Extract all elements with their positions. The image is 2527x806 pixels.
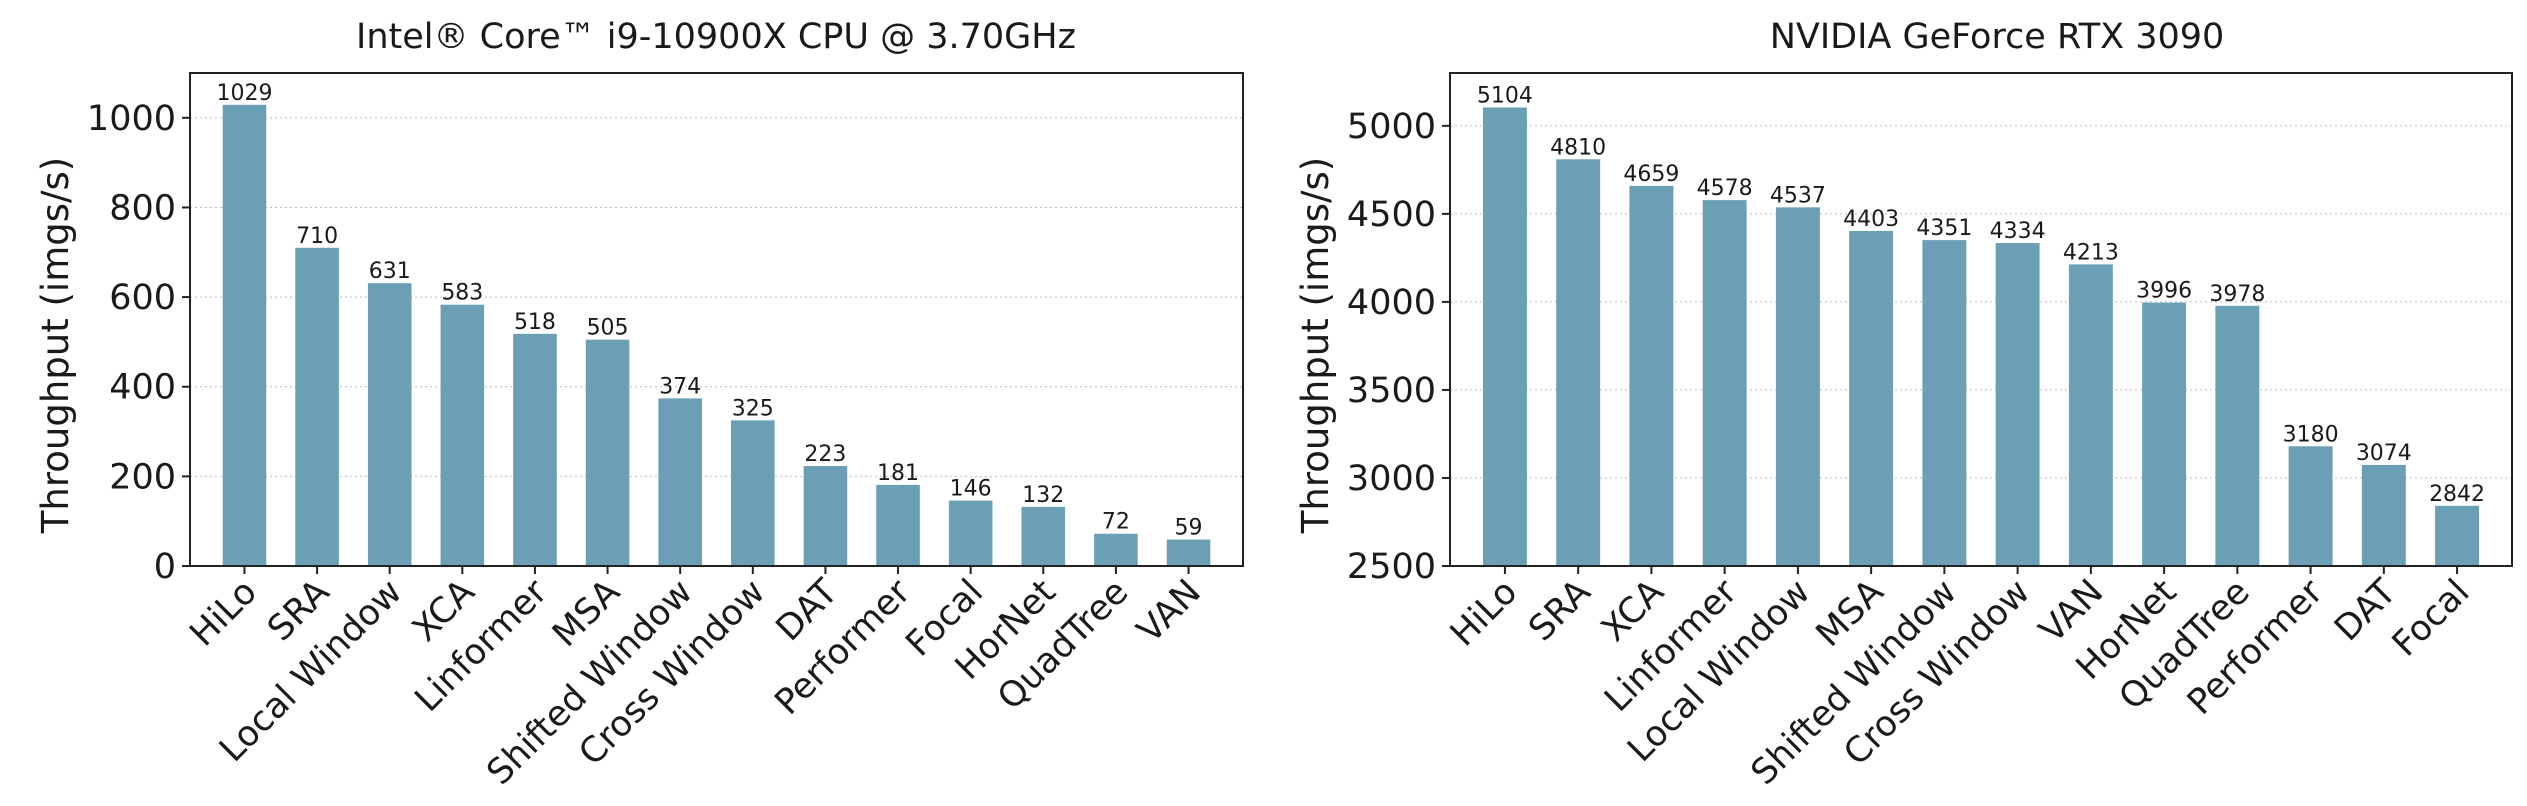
bar-value-label: 3074 xyxy=(2356,441,2412,466)
bar-value-label: 518 xyxy=(514,310,556,335)
bar xyxy=(658,398,702,566)
bar-value-label: 4351 xyxy=(1916,216,1972,241)
bar xyxy=(585,339,630,566)
bar xyxy=(2215,305,2260,566)
bar-value-label: 3978 xyxy=(2209,282,2265,307)
bar xyxy=(222,104,267,566)
bar-value-label: 374 xyxy=(659,374,701,399)
bar-value-label: 72 xyxy=(1102,510,1130,535)
x-tick-label: Focal xyxy=(2385,572,2477,664)
y-tick-label: 4500 xyxy=(1347,195,1436,235)
x-tick-label: SRA xyxy=(1521,572,1598,649)
x-tick-label: HiLo xyxy=(183,572,265,654)
y-tick-label: 2500 xyxy=(1347,547,1436,587)
bar xyxy=(1021,506,1066,566)
x-tick-label: Performer xyxy=(768,572,919,723)
bar-value-label: 4334 xyxy=(1990,219,2046,244)
bar xyxy=(1775,207,1820,566)
bar-value-label: 4537 xyxy=(1770,183,1826,208)
bar xyxy=(2288,446,2333,566)
y-tick-label: 400 xyxy=(109,368,176,408)
bar xyxy=(513,333,557,566)
y-tick-label: 3000 xyxy=(1347,459,1436,499)
x-tick-label: VAN xyxy=(1130,572,1209,651)
bar-value-label: 583 xyxy=(441,281,483,306)
bar xyxy=(1482,107,1527,566)
bar xyxy=(1629,185,1674,566)
bar xyxy=(803,466,848,566)
y-tick-label: 4000 xyxy=(1347,283,1436,323)
bar-value-label: 3180 xyxy=(2283,422,2339,447)
y-tick-label: 200 xyxy=(109,457,176,497)
bar-value-label: 4810 xyxy=(1550,135,1606,160)
y-axis-label: Throughput (imgs/s) xyxy=(1294,157,1337,534)
bar-value-label: 5104 xyxy=(1477,84,1533,109)
bar-value-label: 505 xyxy=(587,316,629,341)
bar-value-label: 4578 xyxy=(1697,176,1753,201)
chart-title: Intel® Core™ i9-10900X CPU @ 3.70GHz xyxy=(356,17,1076,57)
bar xyxy=(731,420,775,566)
bar xyxy=(2361,464,2406,566)
bar xyxy=(1094,533,1138,566)
cpu-throughput-chart: Intel® Core™ i9-10900X CPU @ 3.70GHz Thr… xyxy=(34,17,1244,793)
bar xyxy=(295,247,339,567)
chart-title: NVIDIA GeForce RTX 3090 xyxy=(1770,17,2225,57)
y-tick-label: 800 xyxy=(109,188,176,228)
bar xyxy=(440,304,485,566)
bar-value-label: 3996 xyxy=(2136,279,2192,304)
bar xyxy=(2068,264,2113,566)
bar xyxy=(1166,539,1211,566)
bar xyxy=(2435,505,2480,566)
y-tick-label: 3500 xyxy=(1347,371,1436,411)
y-tick-label: 600 xyxy=(109,278,176,318)
y-tick-label: 0 xyxy=(154,547,176,587)
bar-value-label: 4403 xyxy=(1843,207,1899,232)
bar-value-label: 146 xyxy=(950,477,992,502)
bar-value-label: 223 xyxy=(804,442,846,467)
bar-value-label: 181 xyxy=(877,461,919,486)
bar-value-label: 1029 xyxy=(216,81,272,106)
x-tick-label: HiLo xyxy=(1443,572,1525,654)
bar xyxy=(1922,240,1967,566)
bar-value-label: 710 xyxy=(296,224,338,249)
gpu-throughput-chart: NVIDIA GeForce RTX 3090 Throughput (imgs… xyxy=(1294,17,2513,793)
y-tick-label: 5000 xyxy=(1347,107,1436,147)
bar-value-label: 4213 xyxy=(2063,240,2119,265)
bar-value-label: 631 xyxy=(369,259,411,284)
bar xyxy=(1849,230,1894,566)
y-tick-label: 1000 xyxy=(87,99,176,139)
bar xyxy=(367,283,412,566)
y-axis-label: Throughput (imgs/s) xyxy=(34,157,77,534)
bar xyxy=(876,484,920,566)
bar xyxy=(1702,200,1747,566)
plot-frame xyxy=(189,72,1244,567)
bar-value-label: 59 xyxy=(1175,516,1203,541)
bar-value-label: 325 xyxy=(732,396,774,421)
bar xyxy=(2142,302,2187,566)
bar-value-label: 4659 xyxy=(1623,162,1679,187)
bar xyxy=(1995,243,2040,566)
bar xyxy=(1556,159,1601,566)
bar xyxy=(948,500,993,566)
plot-frame xyxy=(1449,72,2513,567)
bar-value-label: 132 xyxy=(1022,483,1064,508)
bar-value-label: 2842 xyxy=(2429,482,2485,507)
